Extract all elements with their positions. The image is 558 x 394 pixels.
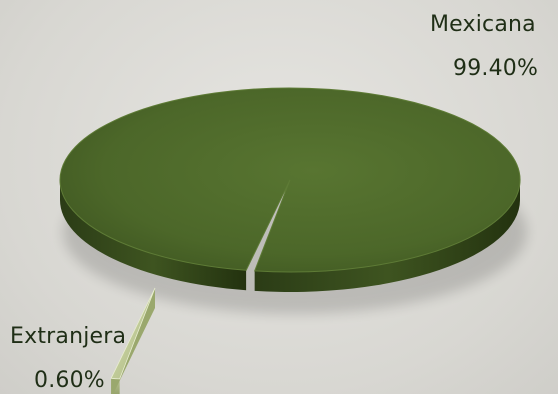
slice-label-extranjera: Extranjera — [10, 324, 127, 349]
pie-slice-side-mexicana — [254, 180, 520, 292]
pie-slice-mexicana — [59, 87, 521, 273]
slice-label-mexicana: Mexicana — [430, 12, 536, 37]
slice-value-extranjera: 0.60% — [34, 368, 105, 393]
pie-slice-side-mexicana — [60, 180, 247, 291]
pie-slices — [59, 87, 521, 394]
pie-slice-extranjera — [110, 287, 156, 380]
slice-value-mexicana: 99.40% — [453, 56, 539, 81]
